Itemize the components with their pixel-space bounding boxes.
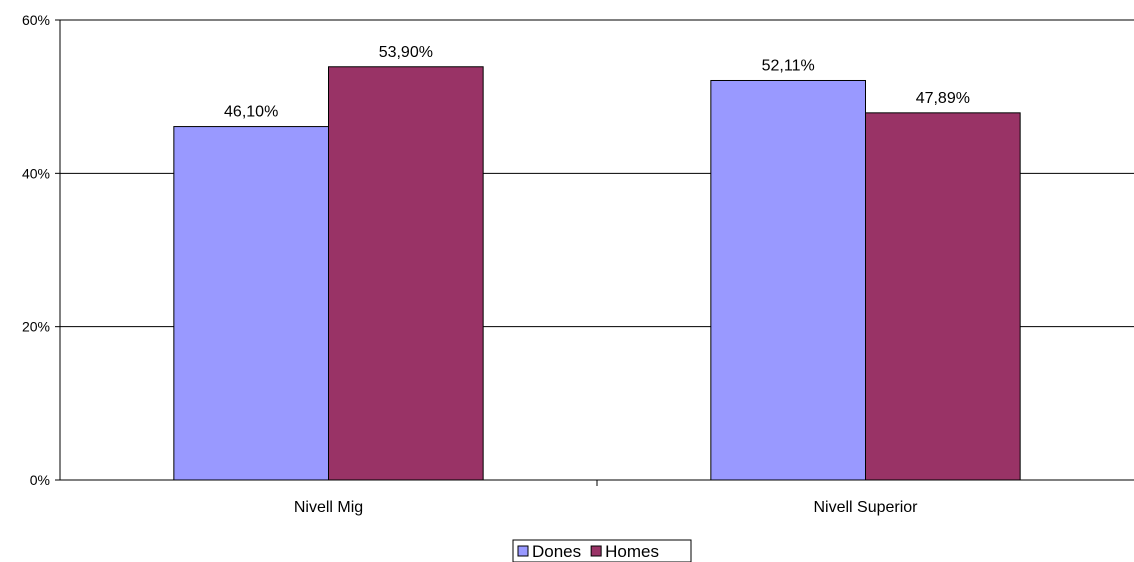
data-label: 52,11%	[762, 57, 815, 74]
category-label: Nivell Superior	[813, 499, 918, 516]
bars	[173, 66, 1021, 481]
bar-dones	[710, 79, 866, 481]
y-tick-label: 60%	[22, 12, 50, 28]
bar-homes	[865, 112, 1021, 481]
y-tick-label: 0%	[30, 472, 50, 488]
data-label: 46,10%	[224, 104, 278, 121]
data-label: 47,89%	[916, 90, 970, 107]
axes	[55, 19, 1134, 486]
data-label: 53,90%	[379, 44, 433, 61]
legend-box	[512, 539, 692, 562]
bar-dones	[173, 126, 329, 481]
legend: Dones Homes	[512, 539, 692, 562]
legend-swatch-dones	[517, 545, 529, 557]
category-label: Nivell Mig	[294, 499, 363, 516]
bar-homes	[328, 66, 484, 481]
labels: 0% 20% 40% 60% 46,10% 53,90% Nivell Mig 52,11% 4…	[22, 12, 970, 516]
legend-swatch-homes	[590, 545, 602, 557]
legend-label-dones: Dones	[532, 542, 581, 561]
y-tick-label: 40%	[22, 165, 50, 181]
y-tick-label: 20%	[22, 319, 50, 335]
legend-label-homes: Homes	[605, 542, 659, 561]
